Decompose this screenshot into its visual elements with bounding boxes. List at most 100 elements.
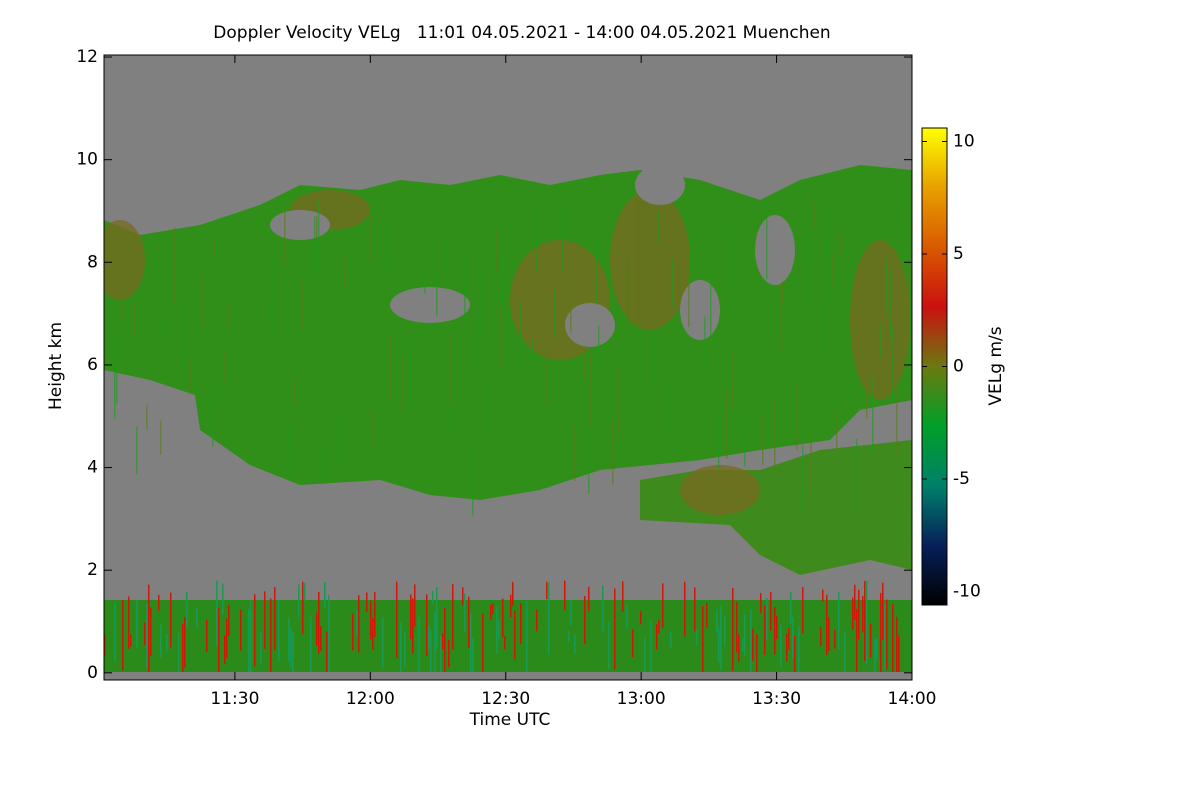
- echo-streak: [136, 426, 138, 475]
- echo-streak: [654, 334, 656, 379]
- echo-streak: [502, 254, 504, 313]
- echo-streak: [186, 591, 188, 627]
- echo-streak: [852, 597, 854, 630]
- echo-streak: [808, 228, 810, 308]
- x-tick-label: 13:30: [752, 689, 801, 709]
- echo-streak: [288, 617, 290, 662]
- y-tick-label: 2: [87, 560, 98, 580]
- echo-streak: [826, 208, 828, 263]
- echo-streak: [250, 600, 252, 672]
- echo-streak: [744, 614, 746, 656]
- echo-streak: [884, 604, 886, 671]
- echo-streak: [608, 620, 610, 670]
- echo-streak: [314, 216, 316, 280]
- echo-streak: [130, 634, 132, 647]
- echo-streak: [206, 619, 208, 653]
- echo-streak: [162, 322, 164, 343]
- echo-streak: [356, 609, 358, 636]
- echo-streak: [742, 637, 744, 652]
- echo-streak: [564, 580, 566, 611]
- echo-streak: [726, 389, 728, 459]
- echo-streak: [570, 600, 572, 626]
- echo-streak: [310, 616, 312, 672]
- echo-streak: [618, 367, 620, 437]
- x-tick-label: 12:00: [346, 689, 395, 709]
- echo-streak: [480, 274, 482, 340]
- echo-streak: [736, 602, 738, 653]
- echo-streak: [396, 581, 398, 659]
- echo-streak: [658, 211, 660, 243]
- echo-streak: [814, 203, 816, 228]
- echo-streak: [468, 596, 470, 648]
- echo-streak: [316, 216, 318, 242]
- echo-streak: [892, 325, 894, 404]
- echo-streak: [520, 603, 522, 644]
- echo-streak: [570, 272, 572, 333]
- echo-streak: [122, 600, 124, 671]
- echo-streak: [410, 341, 412, 409]
- echo-streak: [574, 423, 576, 481]
- echo-streak: [724, 615, 726, 647]
- echo-streak: [114, 370, 116, 420]
- echo-streak: [446, 242, 448, 274]
- echo-streak: [866, 580, 868, 665]
- echo-streak: [370, 213, 372, 262]
- echo-streak: [826, 594, 828, 656]
- echo-streak: [288, 426, 290, 450]
- echo-streak: [706, 602, 708, 628]
- echo-streak: [710, 264, 712, 338]
- echo-streak: [270, 299, 272, 321]
- echo-texture: [104, 200, 910, 672]
- echo-streak: [432, 590, 434, 605]
- echo-streak: [856, 608, 858, 672]
- echo-streak: [324, 581, 326, 608]
- y-tick-label: 8: [87, 252, 98, 272]
- echo-streak: [640, 611, 642, 625]
- echo-streak: [732, 348, 734, 407]
- echo-streak: [752, 628, 754, 661]
- echo-streak: [880, 322, 882, 358]
- echo-streak: [196, 606, 198, 628]
- echo-streak: [148, 584, 150, 672]
- echo-streak: [182, 301, 184, 375]
- echo-streak: [776, 615, 778, 639]
- echo-streak: [174, 227, 176, 303]
- echo-streak: [222, 583, 224, 614]
- echo-streak: [788, 627, 790, 650]
- echo-streak: [382, 617, 384, 668]
- echo-streak: [828, 617, 830, 651]
- echo-streak: [434, 611, 436, 672]
- echo-streak: [218, 607, 220, 672]
- echo-streak: [828, 239, 830, 306]
- echo-streak: [730, 231, 732, 286]
- echo-streak: [372, 410, 374, 447]
- echo-streak: [622, 581, 624, 612]
- echo-streak: [410, 594, 412, 640]
- y-tick-label: 4: [87, 458, 98, 478]
- echo-streak: [190, 361, 192, 390]
- echo-streak: [414, 584, 416, 627]
- echo-streak: [626, 605, 628, 630]
- echo-streak: [298, 584, 300, 618]
- echo-streak: [248, 609, 250, 672]
- echo-streak: [886, 256, 888, 315]
- echo-streak: [430, 629, 432, 672]
- echo-streak: [562, 210, 564, 271]
- echo-streak: [744, 422, 746, 467]
- echo-streak: [794, 635, 796, 672]
- echo-streak: [662, 583, 664, 629]
- echo-streak: [792, 617, 794, 658]
- colorbar-tick-label: -5: [953, 469, 970, 489]
- echo-streak: [352, 613, 354, 651]
- echo-streak: [632, 629, 634, 658]
- echo-streak: [224, 350, 226, 381]
- echo-streak: [908, 262, 910, 323]
- y-tick-label: 6: [87, 355, 98, 375]
- echo-streak: [548, 582, 550, 655]
- echo-streak: [780, 624, 782, 667]
- echo-streak: [442, 633, 444, 650]
- echo-streak: [822, 296, 824, 358]
- x-axis-label: Time UTC: [469, 710, 551, 730]
- echo-streak: [402, 357, 404, 412]
- echo-streak: [716, 609, 718, 634]
